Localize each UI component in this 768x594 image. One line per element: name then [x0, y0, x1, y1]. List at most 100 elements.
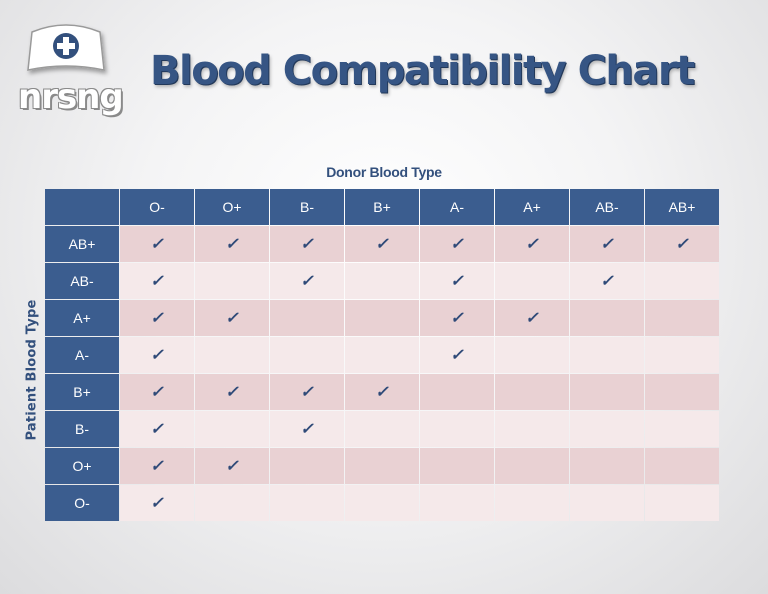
compat-cell: ✓ — [120, 448, 194, 484]
compat-cell: ✓ — [270, 263, 344, 299]
column-header: O- — [120, 189, 194, 225]
compat-cell — [645, 374, 719, 410]
check-icon: ✓ — [450, 273, 464, 290]
header-row: O- O+ B- B+ A- A+ AB- AB+ — [45, 189, 719, 225]
column-header: AB- — [570, 189, 644, 225]
compat-cell: ✓ — [120, 337, 194, 373]
compat-cell: ✓ — [495, 300, 569, 336]
check-icon: ✓ — [225, 236, 239, 253]
compat-cell — [270, 300, 344, 336]
table-row: AB- ✓ ✓ ✓ ✓ — [45, 263, 719, 299]
compat-cell: ✓ — [570, 263, 644, 299]
compat-cell — [420, 411, 494, 447]
table-row: AB+ ✓ ✓ ✓ ✓ ✓ ✓ ✓ ✓ — [45, 226, 719, 262]
column-header: O+ — [195, 189, 269, 225]
compat-cell — [570, 411, 644, 447]
check-icon: ✓ — [150, 421, 164, 438]
table-row: A+ ✓ ✓ ✓ ✓ — [45, 300, 719, 336]
compat-cell — [195, 263, 269, 299]
compat-cell: ✓ — [495, 226, 569, 262]
check-icon: ✓ — [600, 273, 614, 290]
row-header: AB+ — [45, 226, 119, 262]
check-icon: ✓ — [225, 458, 239, 475]
compat-cell — [495, 263, 569, 299]
column-header: AB+ — [645, 189, 719, 225]
compat-cell: ✓ — [120, 226, 194, 262]
check-icon: ✓ — [150, 458, 164, 475]
compat-cell: ✓ — [270, 411, 344, 447]
compat-cell — [645, 411, 719, 447]
row-header: A- — [45, 337, 119, 373]
compat-cell: ✓ — [570, 226, 644, 262]
column-header: A+ — [495, 189, 569, 225]
logo-text: nrsng — [18, 77, 124, 117]
compat-cell — [345, 263, 419, 299]
compat-cell: ✓ — [420, 337, 494, 373]
compat-cell: ✓ — [345, 374, 419, 410]
check-icon: ✓ — [300, 236, 314, 253]
row-header: O+ — [45, 448, 119, 484]
compat-cell: ✓ — [195, 374, 269, 410]
table-row: B- ✓ ✓ — [45, 411, 719, 447]
check-icon: ✓ — [300, 384, 314, 401]
nrsng-logo: nrsng — [14, 16, 124, 120]
compat-cell — [345, 448, 419, 484]
column-header: B+ — [345, 189, 419, 225]
compat-cell — [645, 485, 719, 521]
compat-cell — [345, 300, 419, 336]
compat-cell — [570, 485, 644, 521]
compat-cell: ✓ — [270, 374, 344, 410]
table-row: O- ✓ — [45, 485, 719, 521]
compat-cell — [495, 448, 569, 484]
compat-cell — [495, 485, 569, 521]
patient-axis-label: Patient Blood Type — [24, 299, 40, 441]
compat-cell: ✓ — [120, 411, 194, 447]
compat-cell: ✓ — [420, 300, 494, 336]
table-row: O+ ✓ ✓ — [45, 448, 719, 484]
check-icon: ✓ — [150, 273, 164, 290]
compat-cell — [195, 485, 269, 521]
compat-cell — [195, 337, 269, 373]
compat-cell — [345, 485, 419, 521]
check-icon: ✓ — [225, 384, 239, 401]
compat-cell — [420, 448, 494, 484]
compat-cell — [645, 300, 719, 336]
check-icon: ✓ — [150, 495, 164, 512]
check-icon: ✓ — [450, 236, 464, 253]
compat-cell: ✓ — [195, 300, 269, 336]
check-icon: ✓ — [375, 236, 389, 253]
check-icon: ✓ — [300, 421, 314, 438]
compat-cell: ✓ — [195, 448, 269, 484]
row-header: A+ — [45, 300, 119, 336]
compat-cell — [570, 300, 644, 336]
check-icon: ✓ — [450, 347, 464, 364]
compat-cell: ✓ — [120, 300, 194, 336]
table-body: AB+ ✓ ✓ ✓ ✓ ✓ ✓ ✓ ✓ AB- ✓ ✓ ✓ ✓ A+ ✓ ✓ ✓ ✓ A- ✓ ✓ B+ ✓ ✓ ✓ ✓ B- ✓ ✓ O+… — [45, 226, 719, 521]
check-icon: ✓ — [450, 310, 464, 327]
compat-cell — [645, 263, 719, 299]
check-icon: ✓ — [375, 384, 389, 401]
table-row: B+ ✓ ✓ ✓ ✓ — [45, 374, 719, 410]
check-icon: ✓ — [150, 236, 164, 253]
compat-cell — [645, 337, 719, 373]
compat-cell — [495, 337, 569, 373]
compat-cell — [345, 337, 419, 373]
compat-cell — [495, 411, 569, 447]
row-header: O- — [45, 485, 119, 521]
compat-cell: ✓ — [120, 485, 194, 521]
compat-cell: ✓ — [120, 263, 194, 299]
compat-cell — [345, 411, 419, 447]
compat-cell — [570, 448, 644, 484]
nurse-cap-cross-icon — [27, 24, 105, 71]
compat-cell — [195, 411, 269, 447]
compat-cell — [495, 374, 569, 410]
check-icon: ✓ — [225, 310, 239, 327]
check-icon: ✓ — [150, 310, 164, 327]
compat-cell — [420, 485, 494, 521]
donor-axis-label: Donor Blood Type — [326, 164, 442, 180]
column-header: B- — [270, 189, 344, 225]
compat-cell — [420, 374, 494, 410]
check-icon: ✓ — [675, 236, 689, 253]
check-icon: ✓ — [525, 310, 539, 327]
corner-cell — [45, 189, 119, 225]
